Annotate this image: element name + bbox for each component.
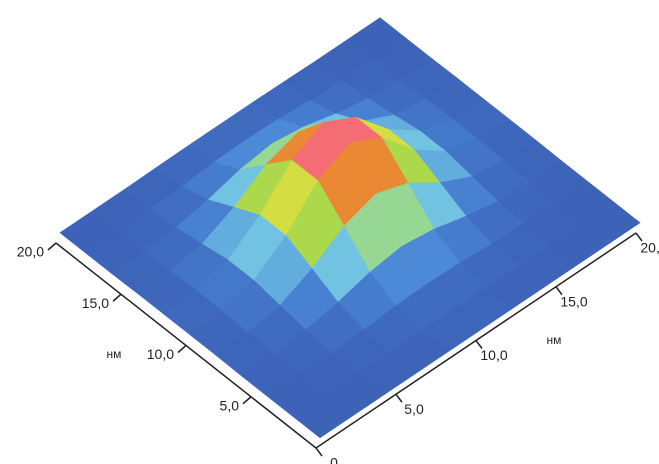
y-axis-label: нм: [107, 347, 122, 361]
x-tick: [396, 394, 402, 402]
y-tick: [178, 346, 186, 353]
x-tick-label: 15,0: [560, 293, 587, 309]
chart: 0 5,0 10,0 15,0 20,0 5,0 10,0 15,0 20,0 нм нм: [0, 0, 659, 464]
y-tick-label: 15,0: [82, 295, 109, 311]
surface: [60, 18, 640, 438]
x-axis-label: нм: [547, 333, 562, 347]
x-tick-label: 10,0: [480, 347, 507, 363]
x-tick-label: 0: [330, 455, 338, 464]
y-tick-label: 10,0: [147, 346, 174, 362]
x-tick-label: 20,0: [640, 240, 659, 256]
y-tick-label: 5,0: [220, 397, 240, 413]
y-tick: [48, 243, 56, 250]
x-tick-label: 5,0: [404, 401, 424, 417]
x-tick: [316, 448, 322, 456]
y-tick: [243, 397, 251, 404]
y-tick: [113, 294, 121, 301]
y-tick-label: 20,0: [17, 244, 44, 260]
